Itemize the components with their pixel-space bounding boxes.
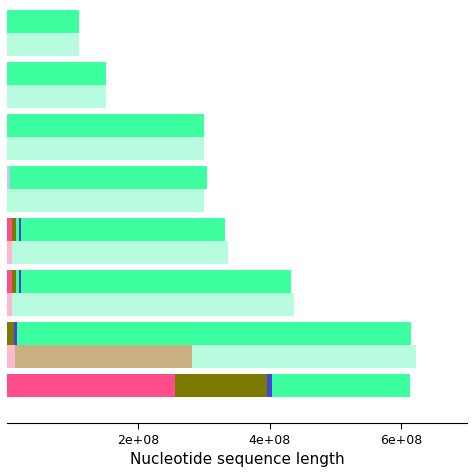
Bar — [7, 270, 11, 293]
Bar — [7, 114, 204, 137]
Bar — [174, 374, 266, 397]
Bar — [7, 62, 106, 85]
Bar — [15, 345, 192, 368]
Bar — [11, 218, 16, 241]
Bar — [19, 218, 21, 241]
Bar — [7, 374, 174, 397]
Bar — [21, 270, 291, 293]
Bar — [7, 241, 11, 264]
Bar — [192, 345, 416, 368]
Bar — [7, 345, 15, 368]
Bar — [7, 85, 106, 109]
Bar — [17, 322, 411, 345]
Bar — [272, 374, 410, 397]
Bar — [16, 270, 19, 293]
Bar — [7, 9, 79, 33]
Bar — [19, 270, 21, 293]
Bar — [266, 374, 272, 397]
X-axis label: Nucleotide sequence length: Nucleotide sequence length — [130, 452, 344, 467]
Bar — [21, 218, 225, 241]
Bar — [7, 322, 14, 345]
Bar — [7, 293, 11, 317]
Bar — [11, 293, 294, 317]
Bar — [7, 189, 204, 212]
Bar — [7, 137, 204, 160]
Bar — [10, 165, 208, 189]
Bar — [7, 165, 10, 189]
Bar — [7, 218, 11, 241]
Bar — [11, 241, 228, 264]
Bar — [14, 322, 17, 345]
Bar — [16, 218, 19, 241]
Bar — [7, 33, 79, 56]
Bar — [11, 270, 16, 293]
